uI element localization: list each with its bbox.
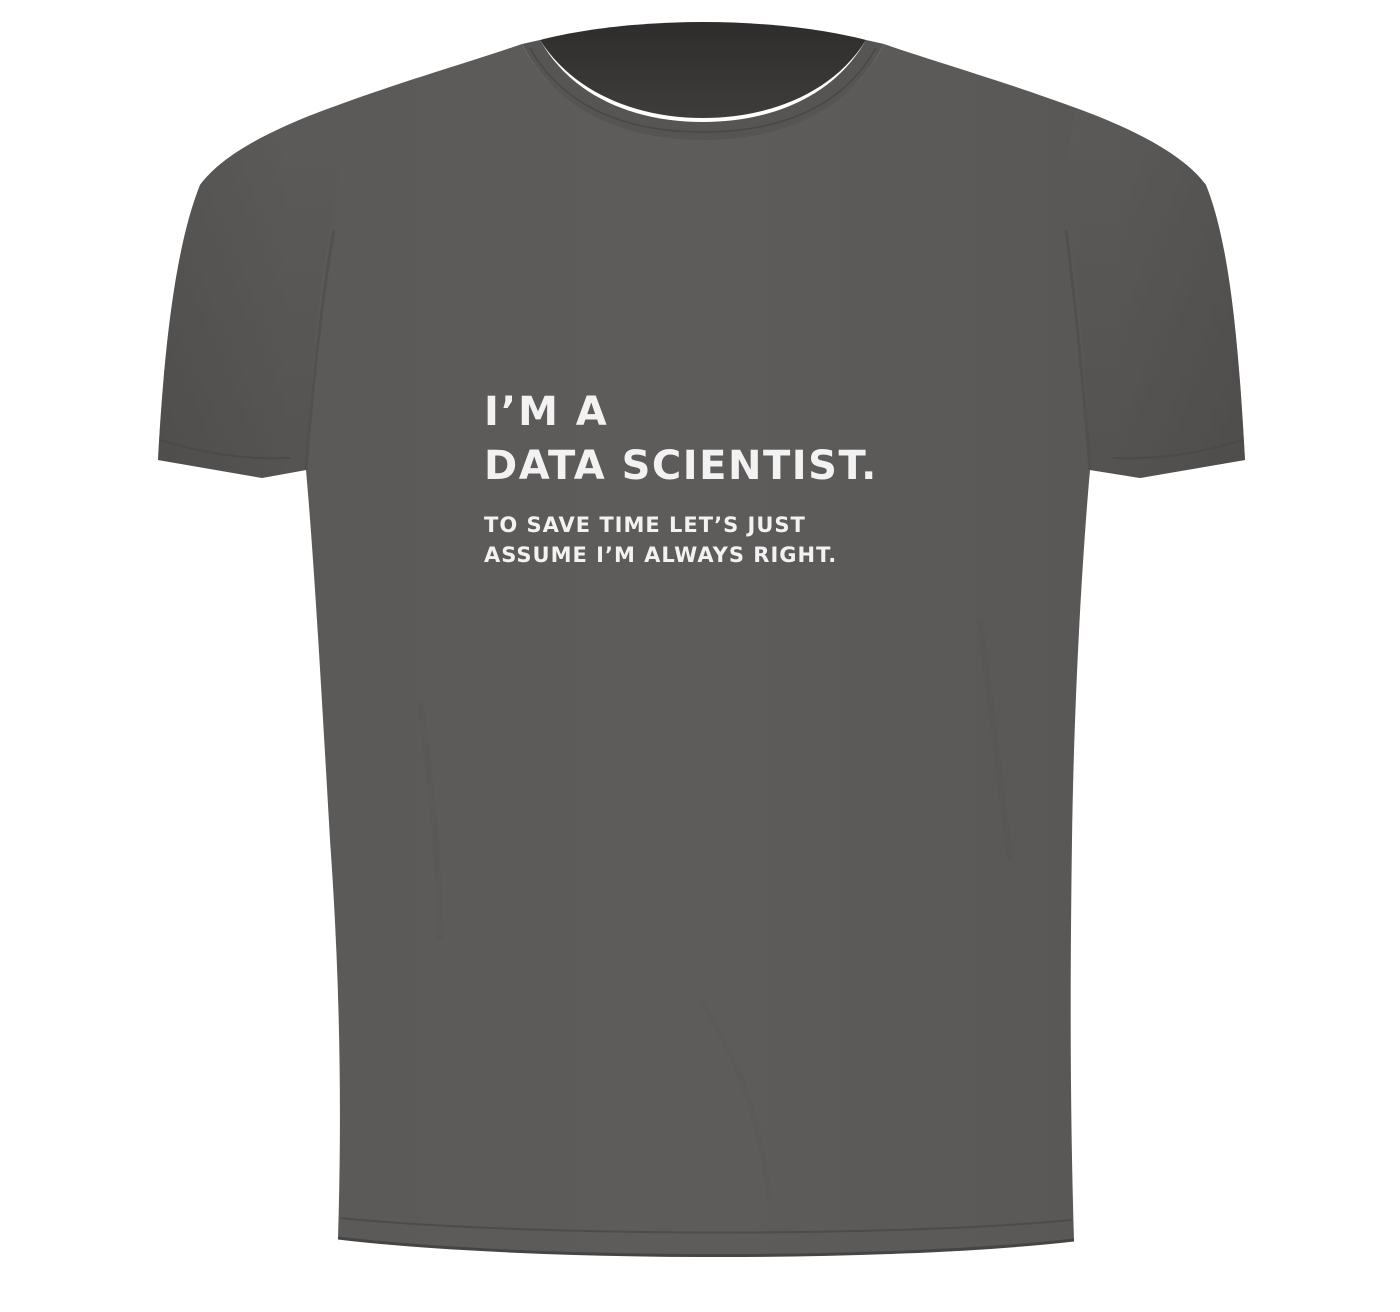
shirt-print-text: I’M A DATA SCIENTIST. TO SAVE TIME LET’S…	[484, 386, 1004, 570]
shirt-body	[158, 44, 1245, 1256]
print-line-1: I’M A	[484, 389, 609, 435]
print-line-3: TO SAVE TIME LET’S JUST	[484, 513, 806, 537]
left-sleeve	[158, 108, 340, 478]
print-line-2: DATA SCIENTIST.	[484, 443, 878, 489]
print-line-4: ASSUME I’M ALWAYS RIGHT.	[484, 543, 838, 567]
right-sleeve	[1062, 108, 1245, 478]
collar-rib	[522, 40, 884, 140]
collar-inside	[540, 22, 866, 118]
